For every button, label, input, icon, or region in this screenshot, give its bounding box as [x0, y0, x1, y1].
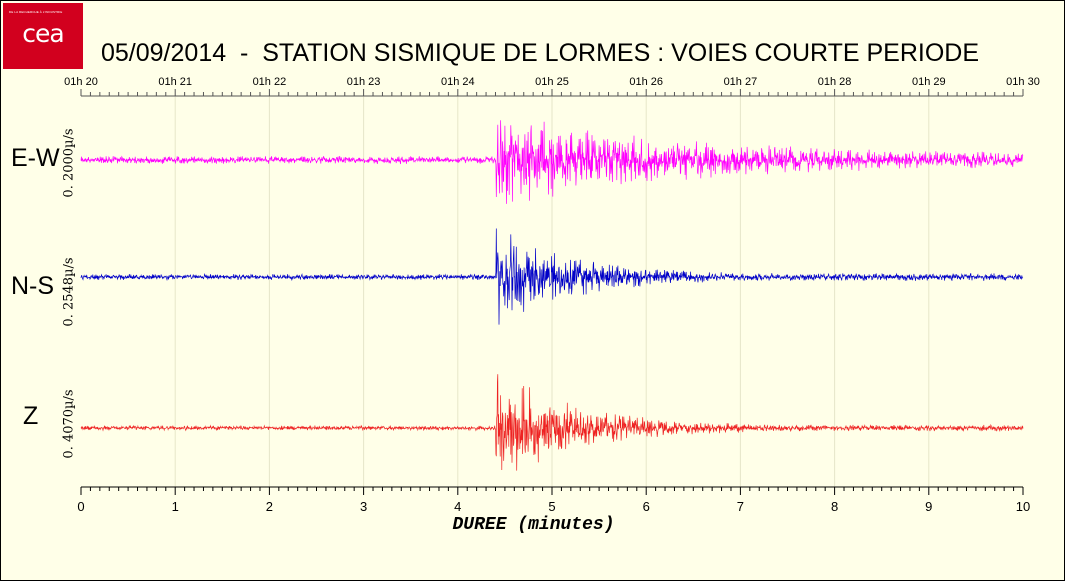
x-tick-label: 5 [548, 499, 555, 514]
top-axis-tick-label: 01h 21 [158, 76, 192, 88]
top-axis-tick-label: 01h 30 [1006, 76, 1040, 88]
x-tick-label: 3 [360, 499, 367, 514]
cea-logo: DE LA RECHERCHE À L'INDUSTRIE cea [3, 3, 83, 69]
top-axis-tick-label: 01h 20 [64, 76, 98, 88]
chart-title: 05/09/2014 - STATION SISMIQUE DE LORMES … [101, 39, 980, 67]
axes-layer: 0 01h 20 1 01h 21 2 01h 22 3 01h 23 4 01h 24 5 01h … [64, 76, 1040, 514]
trace-ew [80, 120, 1024, 204]
logo-brand: cea [22, 19, 64, 48]
x-tick-label: 10 [1016, 499, 1030, 514]
trace-z [80, 374, 1024, 471]
x-tick-label: 7 [737, 499, 744, 514]
x-tick-label: 2 [266, 499, 273, 514]
top-axis-tick-label: 01h 23 [347, 76, 381, 88]
top-axis-tick-label: 01h 22 [253, 76, 287, 88]
top-axis-tick-label: 01h 24 [441, 76, 475, 88]
x-axis-title: DUREE (minutes) [452, 515, 615, 535]
x-tick-label: 8 [831, 499, 838, 514]
trace-ns [80, 228, 1024, 325]
channel-label-ew: E-W [11, 144, 60, 172]
x-tick-label: 9 [925, 499, 932, 514]
channel-label-z: Z [23, 402, 39, 430]
trace-layer [80, 120, 1024, 471]
x-tick-label: 4 [454, 499, 461, 514]
x-tick-label: 6 [643, 499, 650, 514]
top-axis-tick-label: 01h 25 [535, 76, 569, 88]
x-tick-label: 1 [172, 499, 179, 514]
top-axis-tick-label: 01h 27 [724, 76, 758, 88]
x-tick-label: 0 [77, 499, 84, 514]
top-axis-tick-label: 01h 28 [818, 76, 852, 88]
channel-label-ns: N-S [11, 272, 55, 300]
top-axis-tick-label: 01h 29 [912, 76, 946, 88]
logo-tagline: DE LA RECHERCHE À L'INDUSTRIE [9, 10, 63, 14]
top-axis-tick-label: 01h 26 [629, 76, 663, 88]
